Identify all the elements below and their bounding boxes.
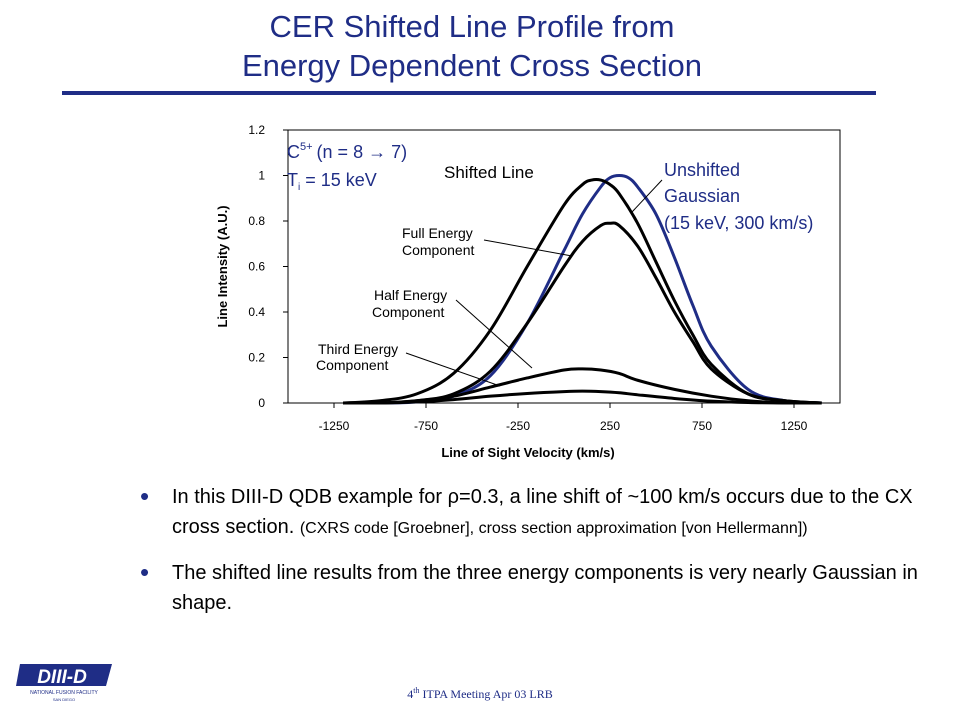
temperature-label: Ti = 15 keV [287, 170, 377, 193]
bullet-1-text-b: =0.3, a line shift of ~100 km/s occurs d… [172, 486, 913, 538]
svg-text:DIII-D: DIII-D [37, 667, 87, 688]
x-tick-label: 1250 [781, 419, 808, 433]
slide-title-line2: Energy Dependent Cross Section [241, 48, 703, 83]
unshifted-pointer [631, 179, 663, 213]
bullet-item-2: • The shifted line results from the thre… [140, 557, 930, 618]
title-rule [62, 91, 876, 95]
bullet-item-1: • In this DIII-D QDB example for ρ=0.3, … [140, 481, 930, 544]
y-tick-label: 0 [258, 396, 265, 410]
bullet-1-citation: (CXRS code [Groebner], cross section app… [299, 520, 808, 537]
chart-axes: 0 0.2 0.4 0.6 0.8 1 1.2 -1250 -750 -250 250 750 1250… [215, 123, 841, 460]
svg-text:SAN DIEGO: SAN DIEGO [53, 697, 75, 702]
third-energy-label-2: Component [316, 357, 388, 373]
full-energy-pointer [483, 239, 573, 257]
series-full-energy-component [343, 221, 822, 405]
x-tick-label: -1250 [319, 419, 350, 433]
series-half-energy-component [343, 367, 822, 405]
third-energy-label-1: Third Energy [318, 341, 398, 357]
y-tick-label: 0.2 [248, 351, 265, 365]
full-energy-label-2: Component [402, 242, 474, 258]
x-tick-label: -250 [506, 419, 530, 433]
series-shifted-line [343, 177, 822, 405]
y-tick-label: 0.4 [248, 305, 265, 319]
bullet-1-rho: ρ [447, 486, 460, 508]
third-energy-pointer [405, 352, 501, 387]
footer-text: ITPA Meeting Apr 03 LRB [419, 687, 553, 701]
unshifted-label-1: Unshifted [664, 160, 740, 180]
x-axis-label: Line of Sight Velocity (km/s) [441, 445, 614, 460]
x-tick-label: 250 [600, 419, 620, 433]
y-tick-label: 0.8 [248, 214, 265, 228]
half-energy-pointer [455, 299, 533, 369]
y-tick-label: 1.2 [248, 123, 265, 137]
shifted-line-label: Shifted Line [444, 163, 534, 182]
unshifted-label-2: Gaussian [664, 186, 740, 206]
half-energy-label-2: Component [372, 304, 444, 320]
y-tick-label: 0.6 [248, 260, 265, 274]
bullet-dot-icon: • [140, 481, 150, 511]
chart-annotations: C5+ (n = 8 → 7) Ti = 15 keV Shifted Line … [287, 141, 813, 387]
slide-title-line1: CER Shifted Line Profile from [269, 9, 675, 44]
bullet-2-text: The shifted line results from the three … [172, 562, 918, 614]
ion-label: C5+ (n = 8 → 7) [287, 141, 407, 162]
full-energy-label-1: Full Energy [402, 225, 473, 241]
unshifted-label-3: (15 keV, 300 km/s) [664, 213, 813, 233]
svg-text:NATIONAL FUSION FACILITY: NATIONAL FUSION FACILITY [30, 690, 98, 696]
y-axis-label: Line Intensity (A.U.) [215, 205, 230, 327]
half-energy-label-1: Half Energy [374, 287, 447, 303]
series-third-energy-component [343, 389, 822, 405]
diii-d-logo: DIII-D NATIONAL FUSION FACILITY SAN DIEG… [16, 664, 112, 702]
bullet-list: • In this DIII-D QDB example for ρ=0.3, … [140, 481, 930, 632]
line-profile-chart: 0 0.2 0.4 0.6 0.8 1 1.2 -1250 -750 -250 250 750 1250… [215, 123, 841, 460]
bullet-dot-icon: • [140, 557, 150, 587]
bullet-1-text-a: In this DIII-D QDB example for [172, 486, 448, 508]
x-tick-label: 750 [692, 419, 712, 433]
footer-sup: th [413, 686, 420, 695]
footer-number: 4 [407, 687, 414, 701]
chart-series [343, 173, 822, 405]
x-tick-label: -750 [414, 419, 438, 433]
footer: 4th ITPA Meeting Apr 03 LRB [0, 686, 960, 702]
y-tick-label: 1 [258, 169, 265, 183]
